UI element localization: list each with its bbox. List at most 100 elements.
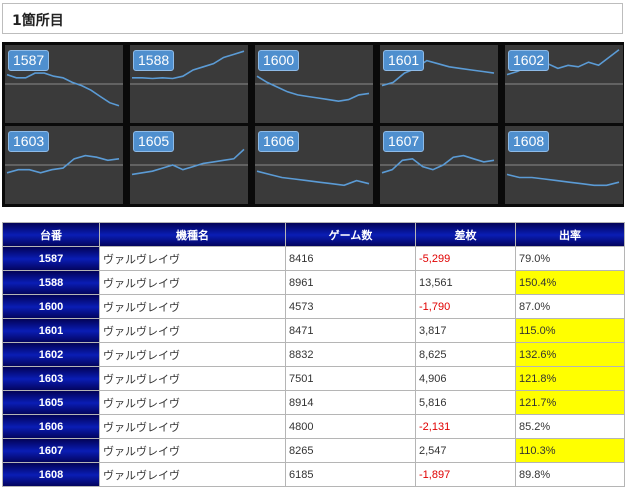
slump-line <box>506 173 620 187</box>
graph-canvas <box>380 154 498 174</box>
cell-game-count: 8416 <box>285 246 416 271</box>
graph-canvas <box>5 154 123 174</box>
cell-machine-number: 1600 <box>2 294 100 319</box>
cell-difference: -5,299 <box>415 246 516 271</box>
cell-game-count: 6185 <box>285 462 416 487</box>
cell-model-name: ヴァルヴレイヴ <box>99 342 286 367</box>
graph-label-badge: 1587 <box>8 50 50 71</box>
table-row: 1601 ヴァルヴレイヴ 8471 3,817 115.0% <box>2 318 625 343</box>
cell-difference: 8,625 <box>415 342 516 367</box>
slump-graph-1600: 1600 <box>255 45 373 123</box>
graph-canvas <box>255 164 373 187</box>
cell-model-name: ヴァルヴレイヴ <box>99 270 286 295</box>
graph-label-badge: 1607 <box>383 131 425 152</box>
cell-machine-number: 1608 <box>2 462 100 487</box>
cell-game-count: 8471 <box>285 318 416 343</box>
cell-model-name: ヴァルヴレイヴ <box>99 294 286 319</box>
header-machine-number: 台番 <box>2 222 100 247</box>
cell-difference: -1,897 <box>415 462 516 487</box>
cell-payout-rate: 85.2% <box>515 414 625 439</box>
slump-graph-1602: 1602 <box>505 45 623 123</box>
section-title-bar: 1箇所目 <box>2 3 623 34</box>
cell-machine-number: 1602 <box>2 342 100 367</box>
graph-canvas <box>505 164 623 187</box>
cell-difference: 2,547 <box>415 438 516 463</box>
slump-graph-1587: 1587 <box>5 45 123 123</box>
slump-graph-1588: 1588 <box>130 45 248 123</box>
slump-graph-1606: 1606 <box>255 126 373 204</box>
machine-data-table: 台番 機種名 ゲーム数 差枚 出率 1587 ヴァルヴレイヴ 8416 -5,299 7… <box>2 222 625 487</box>
cell-machine-number: 1587 <box>2 246 100 271</box>
graph-label-badge: 1600 <box>258 50 300 71</box>
cell-payout-rate: 121.8% <box>515 366 625 391</box>
cell-machine-number: 1603 <box>2 366 100 391</box>
table-row: 1607 ヴァルヴレイヴ 8265 2,547 110.3% <box>2 438 625 463</box>
table-row: 1602 ヴァルヴレイヴ 8832 8,625 132.6% <box>2 342 625 367</box>
cell-machine-number: 1605 <box>2 390 100 415</box>
graph-label-badge: 1588 <box>133 50 175 71</box>
cell-difference: -2,131 <box>415 414 516 439</box>
cell-difference: -1,790 <box>415 294 516 319</box>
cell-payout-rate: 110.3% <box>515 438 625 463</box>
graph-label-badge: 1608 <box>508 131 550 152</box>
table-row: 1603 ヴァルヴレイヴ 7501 4,906 121.8% <box>2 366 625 391</box>
cell-payout-rate: 132.6% <box>515 342 625 367</box>
slump-graph-1607: 1607 <box>380 126 498 204</box>
header-model-name: 機種名 <box>99 222 286 247</box>
slump-graph-1605: 1605 <box>130 126 248 204</box>
slump-graph-grid: 1587 1588 1600 1601 1602 1603 1605 1606 1607 1608 <box>2 42 624 207</box>
table-row: 1608 ヴァルヴレイヴ 6185 -1,897 89.8% <box>2 462 625 487</box>
graph-label-badge: 1603 <box>8 131 50 152</box>
cell-payout-rate: 121.7% <box>515 390 625 415</box>
cell-game-count: 4573 <box>285 294 416 319</box>
slump-line <box>256 170 370 187</box>
cell-game-count: 8265 <box>285 438 416 463</box>
cell-model-name: ヴァルヴレイヴ <box>99 462 286 487</box>
slump-line <box>131 148 245 176</box>
cell-payout-rate: 89.8% <box>515 462 625 487</box>
graph-label-badge: 1601 <box>383 50 425 71</box>
table-header-row: 台番 機種名 ゲーム数 差枚 出率 <box>2 222 625 247</box>
cell-difference: 3,817 <box>415 318 516 343</box>
cell-game-count: 7501 <box>285 366 416 391</box>
cell-model-name: ヴァルヴレイヴ <box>99 366 286 391</box>
cell-payout-rate: 115.0% <box>515 318 625 343</box>
slump-graph-1603: 1603 <box>5 126 123 204</box>
cell-payout-rate: 87.0% <box>515 294 625 319</box>
graph-canvas <box>255 75 373 103</box>
slump-line <box>6 154 120 174</box>
graph-canvas <box>5 72 123 107</box>
cell-machine-number: 1606 <box>2 414 100 439</box>
cell-difference: 13,561 <box>415 270 516 295</box>
cell-game-count: 8961 <box>285 270 416 295</box>
cell-game-count: 8832 <box>285 342 416 367</box>
cell-game-count: 8914 <box>285 390 416 415</box>
slump-line <box>256 75 370 103</box>
graph-label-badge: 1602 <box>508 50 550 71</box>
cell-payout-rate: 150.4% <box>515 270 625 295</box>
cell-game-count: 4800 <box>285 414 416 439</box>
table-row: 1600 ヴァルヴレイヴ 4573 -1,790 87.0% <box>2 294 625 319</box>
header-game-count: ゲーム数 <box>285 222 416 247</box>
graph-canvas <box>380 59 498 87</box>
graph-canvas <box>130 50 248 85</box>
graph-canvas <box>130 148 248 176</box>
cell-model-name: ヴァルヴレイヴ <box>99 414 286 439</box>
header-payout-rate: 出率 <box>515 222 625 247</box>
graph-label-badge: 1605 <box>133 131 175 152</box>
cell-model-name: ヴァルヴレイヴ <box>99 390 286 415</box>
section-title: 1箇所目 <box>12 13 64 29</box>
slump-line <box>381 59 495 87</box>
table-row: 1588 ヴァルヴレイヴ 8961 13,561 150.4% <box>2 270 625 295</box>
graph-label-badge: 1606 <box>258 131 300 152</box>
header-difference: 差枚 <box>415 222 516 247</box>
slump-line <box>381 154 495 174</box>
table-row: 1587 ヴァルヴレイヴ 8416 -5,299 79.0% <box>2 246 625 271</box>
cell-model-name: ヴァルヴレイヴ <box>99 438 286 463</box>
cell-machine-number: 1601 <box>2 318 100 343</box>
cell-payout-rate: 79.0% <box>515 246 625 271</box>
table-row: 1605 ヴァルヴレイヴ 8914 5,816 121.7% <box>2 390 625 415</box>
slump-line <box>132 50 245 80</box>
cell-difference: 5,816 <box>415 390 516 415</box>
slump-graph-1601: 1601 <box>380 45 498 123</box>
